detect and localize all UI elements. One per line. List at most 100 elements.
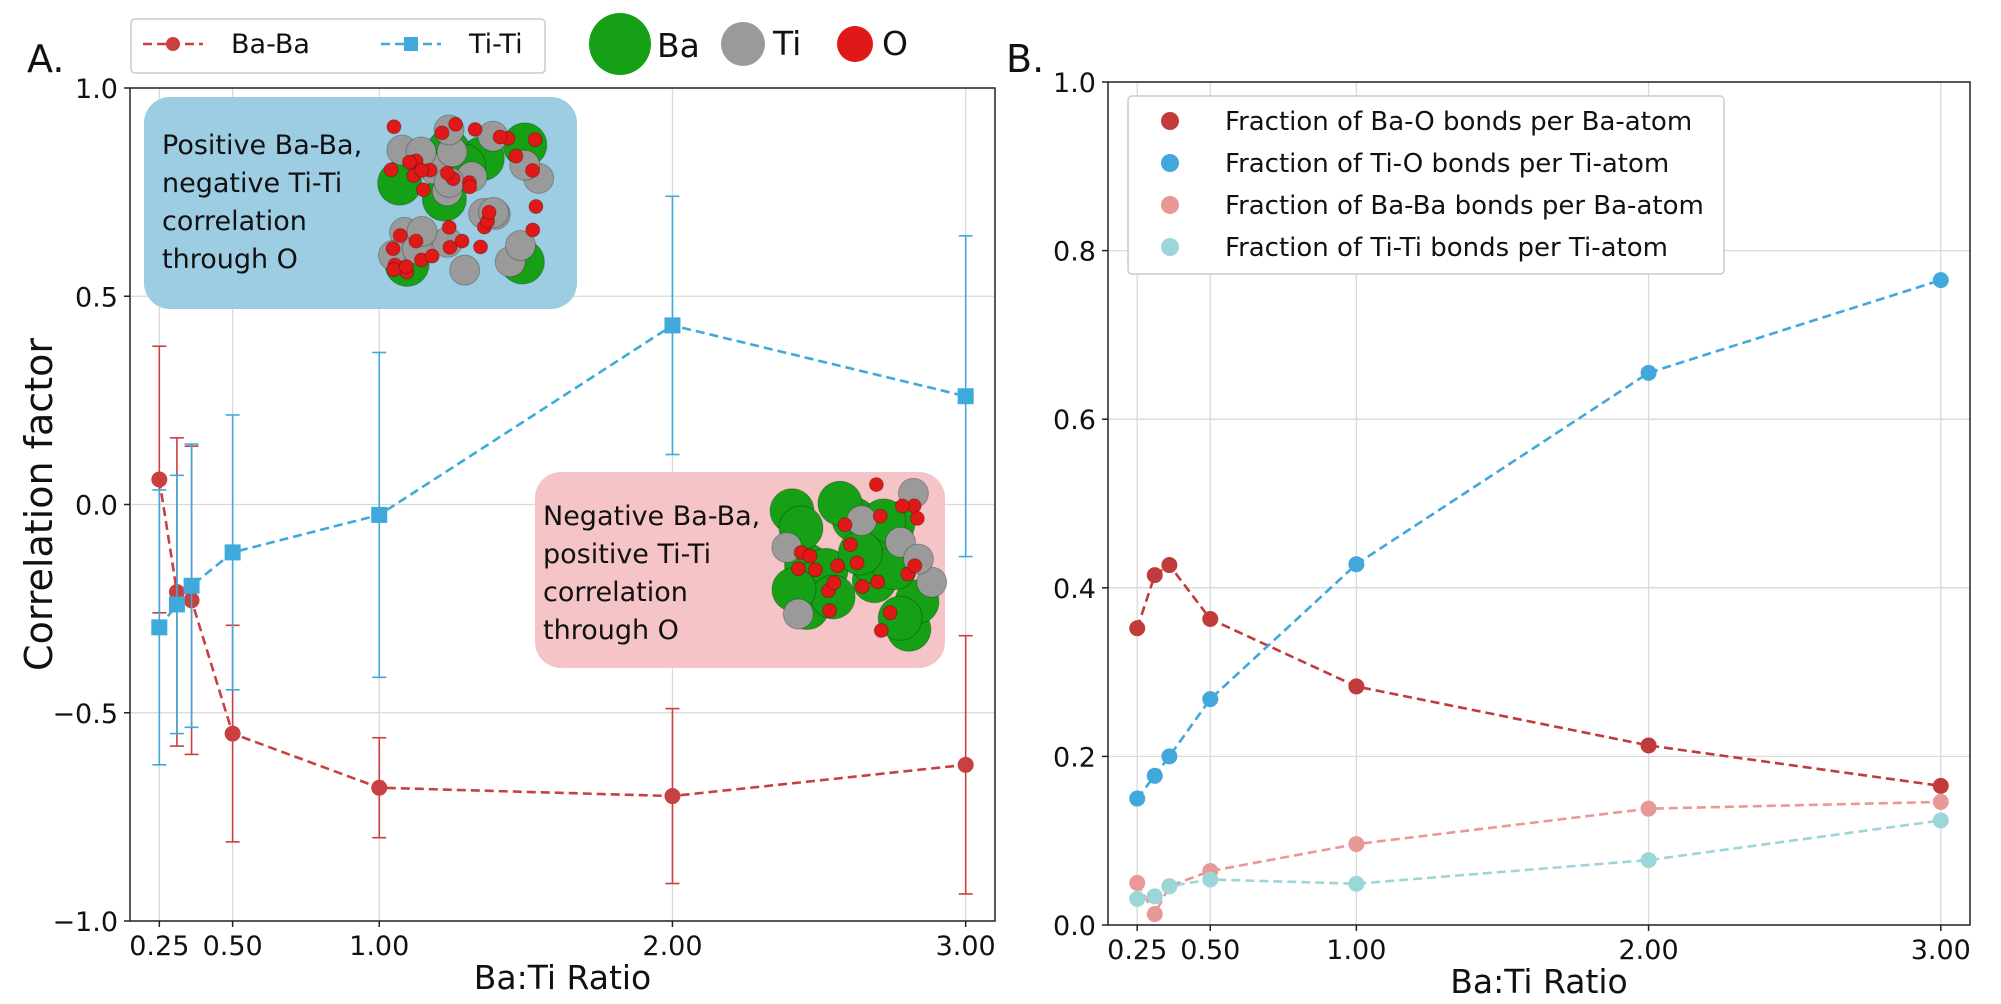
ti-atom-sphere — [505, 230, 537, 262]
panel-a-series — [151, 195, 974, 895]
o-atom-sphere — [392, 227, 408, 243]
red-box-line-4: through O — [543, 615, 679, 646]
o-atom-sphere — [439, 165, 455, 181]
point-series-0 — [1161, 557, 1178, 574]
o-atom-sphere — [790, 561, 806, 577]
point-titi — [183, 577, 200, 594]
legend-label-3: Fraction of Ti-Ti bonds per Ti-atom — [1225, 233, 1668, 263]
point-series-3 — [1129, 890, 1146, 907]
legend-titi-marker — [404, 37, 418, 51]
atom-legend-o: O — [882, 24, 908, 63]
o-atom-sphere — [434, 125, 450, 141]
panel-a-legend: Ba-Ba Ti-Ti — [130, 18, 546, 74]
o-atom-icon — [837, 26, 873, 62]
o-atom-sphere — [525, 162, 541, 178]
o-atom-sphere — [843, 537, 859, 553]
y-tick-label: 1.0 — [1053, 68, 1096, 99]
y-tick-label: 0.6 — [1053, 405, 1096, 436]
y-axis-label: Correlation factor — [17, 338, 61, 671]
o-atom-sphere — [882, 605, 898, 621]
blue-box-line-1: Positive Ba-Ba, — [162, 130, 362, 161]
panel-b-legend: Fraction of Ba-O bonds per Ba-atom Fracti… — [1127, 95, 1725, 275]
point-series-0 — [1932, 777, 1949, 794]
red-box-line-2: positive Ti-Ti — [543, 539, 711, 570]
o-atom-sphere — [525, 222, 541, 238]
o-atom-sphere — [873, 623, 889, 639]
point-baba — [224, 725, 241, 742]
panel-b-label: B. — [1006, 37, 1044, 81]
point-series-1 — [1932, 272, 1949, 289]
ti-atom-sphere — [782, 598, 814, 630]
legend-titi-label: Ti-Ti — [468, 29, 523, 60]
legend-label-0: Fraction of Ba-O bonds per Ba-atom — [1225, 107, 1692, 137]
o-atom-sphere — [872, 508, 888, 524]
y-tick-label: 0.0 — [1053, 911, 1096, 942]
series-line-3 — [1137, 819, 1941, 901]
point-series-0 — [1348, 678, 1365, 695]
point-series-3 — [1146, 888, 1163, 905]
point-series-2 — [1348, 836, 1365, 853]
ba-atom-icon — [589, 13, 651, 75]
o-atom-sphere — [442, 239, 458, 255]
o-atom-sphere — [401, 154, 417, 170]
point-titi — [371, 506, 388, 523]
o-atom-sphere — [508, 148, 524, 164]
y-tick-label: −0.5 — [52, 699, 118, 730]
o-atom-sphere — [907, 558, 923, 574]
point-baba — [957, 756, 974, 773]
o-atom-sphere — [870, 574, 886, 590]
o-atom-sphere — [386, 119, 402, 135]
series-line-1 — [1136, 278, 1942, 800]
point-series-3 — [1348, 875, 1365, 892]
x-tick-label: 0.25 — [129, 931, 189, 962]
o-atom-sphere — [385, 241, 401, 257]
o-atom-sphere — [415, 182, 431, 198]
ti-atom-sphere — [916, 566, 948, 598]
point-baba — [371, 779, 388, 796]
o-atom-sphere — [527, 132, 543, 148]
point-series-0 — [1640, 737, 1657, 754]
x-tick-label: 2.00 — [642, 931, 702, 962]
point-series-1 — [1129, 790, 1146, 807]
x-tick-label: 1.00 — [349, 931, 409, 962]
point-titi — [151, 619, 168, 636]
point-series-2 — [1640, 800, 1657, 817]
point-series-1 — [1161, 748, 1178, 765]
x-tick-label: 0.50 — [1180, 935, 1240, 966]
red-box-line-3: correlation — [543, 577, 688, 608]
point-series-0 — [1202, 610, 1219, 627]
point-titi — [224, 544, 241, 561]
o-atom-sphere — [462, 179, 478, 195]
point-series-1 — [1146, 767, 1163, 784]
point-series-3 — [1640, 852, 1657, 869]
y-tick-label: 0.0 — [75, 491, 118, 522]
o-atom-sphere — [383, 162, 399, 178]
annotation-red-box: Negative Ba-Ba, positive Ti-Ti correlati… — [535, 472, 948, 668]
y-tick-label: 0.8 — [1053, 237, 1096, 268]
panel-b-series — [1129, 272, 1949, 923]
molecular-cluster-blue-image — [377, 114, 555, 287]
x-tick-label: 3.00 — [936, 931, 996, 962]
point-series-2 — [1932, 793, 1949, 810]
point-baba — [151, 471, 168, 488]
x-tick-label: 0.25 — [1107, 935, 1167, 966]
axes-frame — [1107, 81, 1971, 926]
point-baba — [664, 788, 681, 805]
panel-a-label: A. — [27, 37, 64, 81]
legend-baba-label: Ba-Ba — [231, 29, 310, 60]
o-atom-sphere — [424, 248, 440, 264]
o-atom-sphere — [386, 262, 402, 278]
atom-legend-ba: Ba — [657, 26, 700, 65]
molecular-cluster-red-image — [769, 477, 948, 652]
series-line-0 — [1135, 563, 1941, 788]
o-atom-sphere — [849, 555, 865, 571]
o-atom-sphere — [473, 239, 489, 255]
o-atom-sphere — [398, 259, 414, 275]
annotation-blue-box: Positive Ba-Ba, negative Ti-Ti correlati… — [144, 97, 577, 309]
legend-label-1: Fraction of Ti-O bonds per Ti-atom — [1225, 149, 1669, 179]
point-series-2 — [1129, 874, 1146, 891]
o-atom-sphere — [481, 204, 497, 220]
o-atom-sphere — [528, 199, 544, 215]
atom-legend-ti: Ti — [772, 24, 801, 63]
o-atom-sphere — [802, 548, 818, 564]
